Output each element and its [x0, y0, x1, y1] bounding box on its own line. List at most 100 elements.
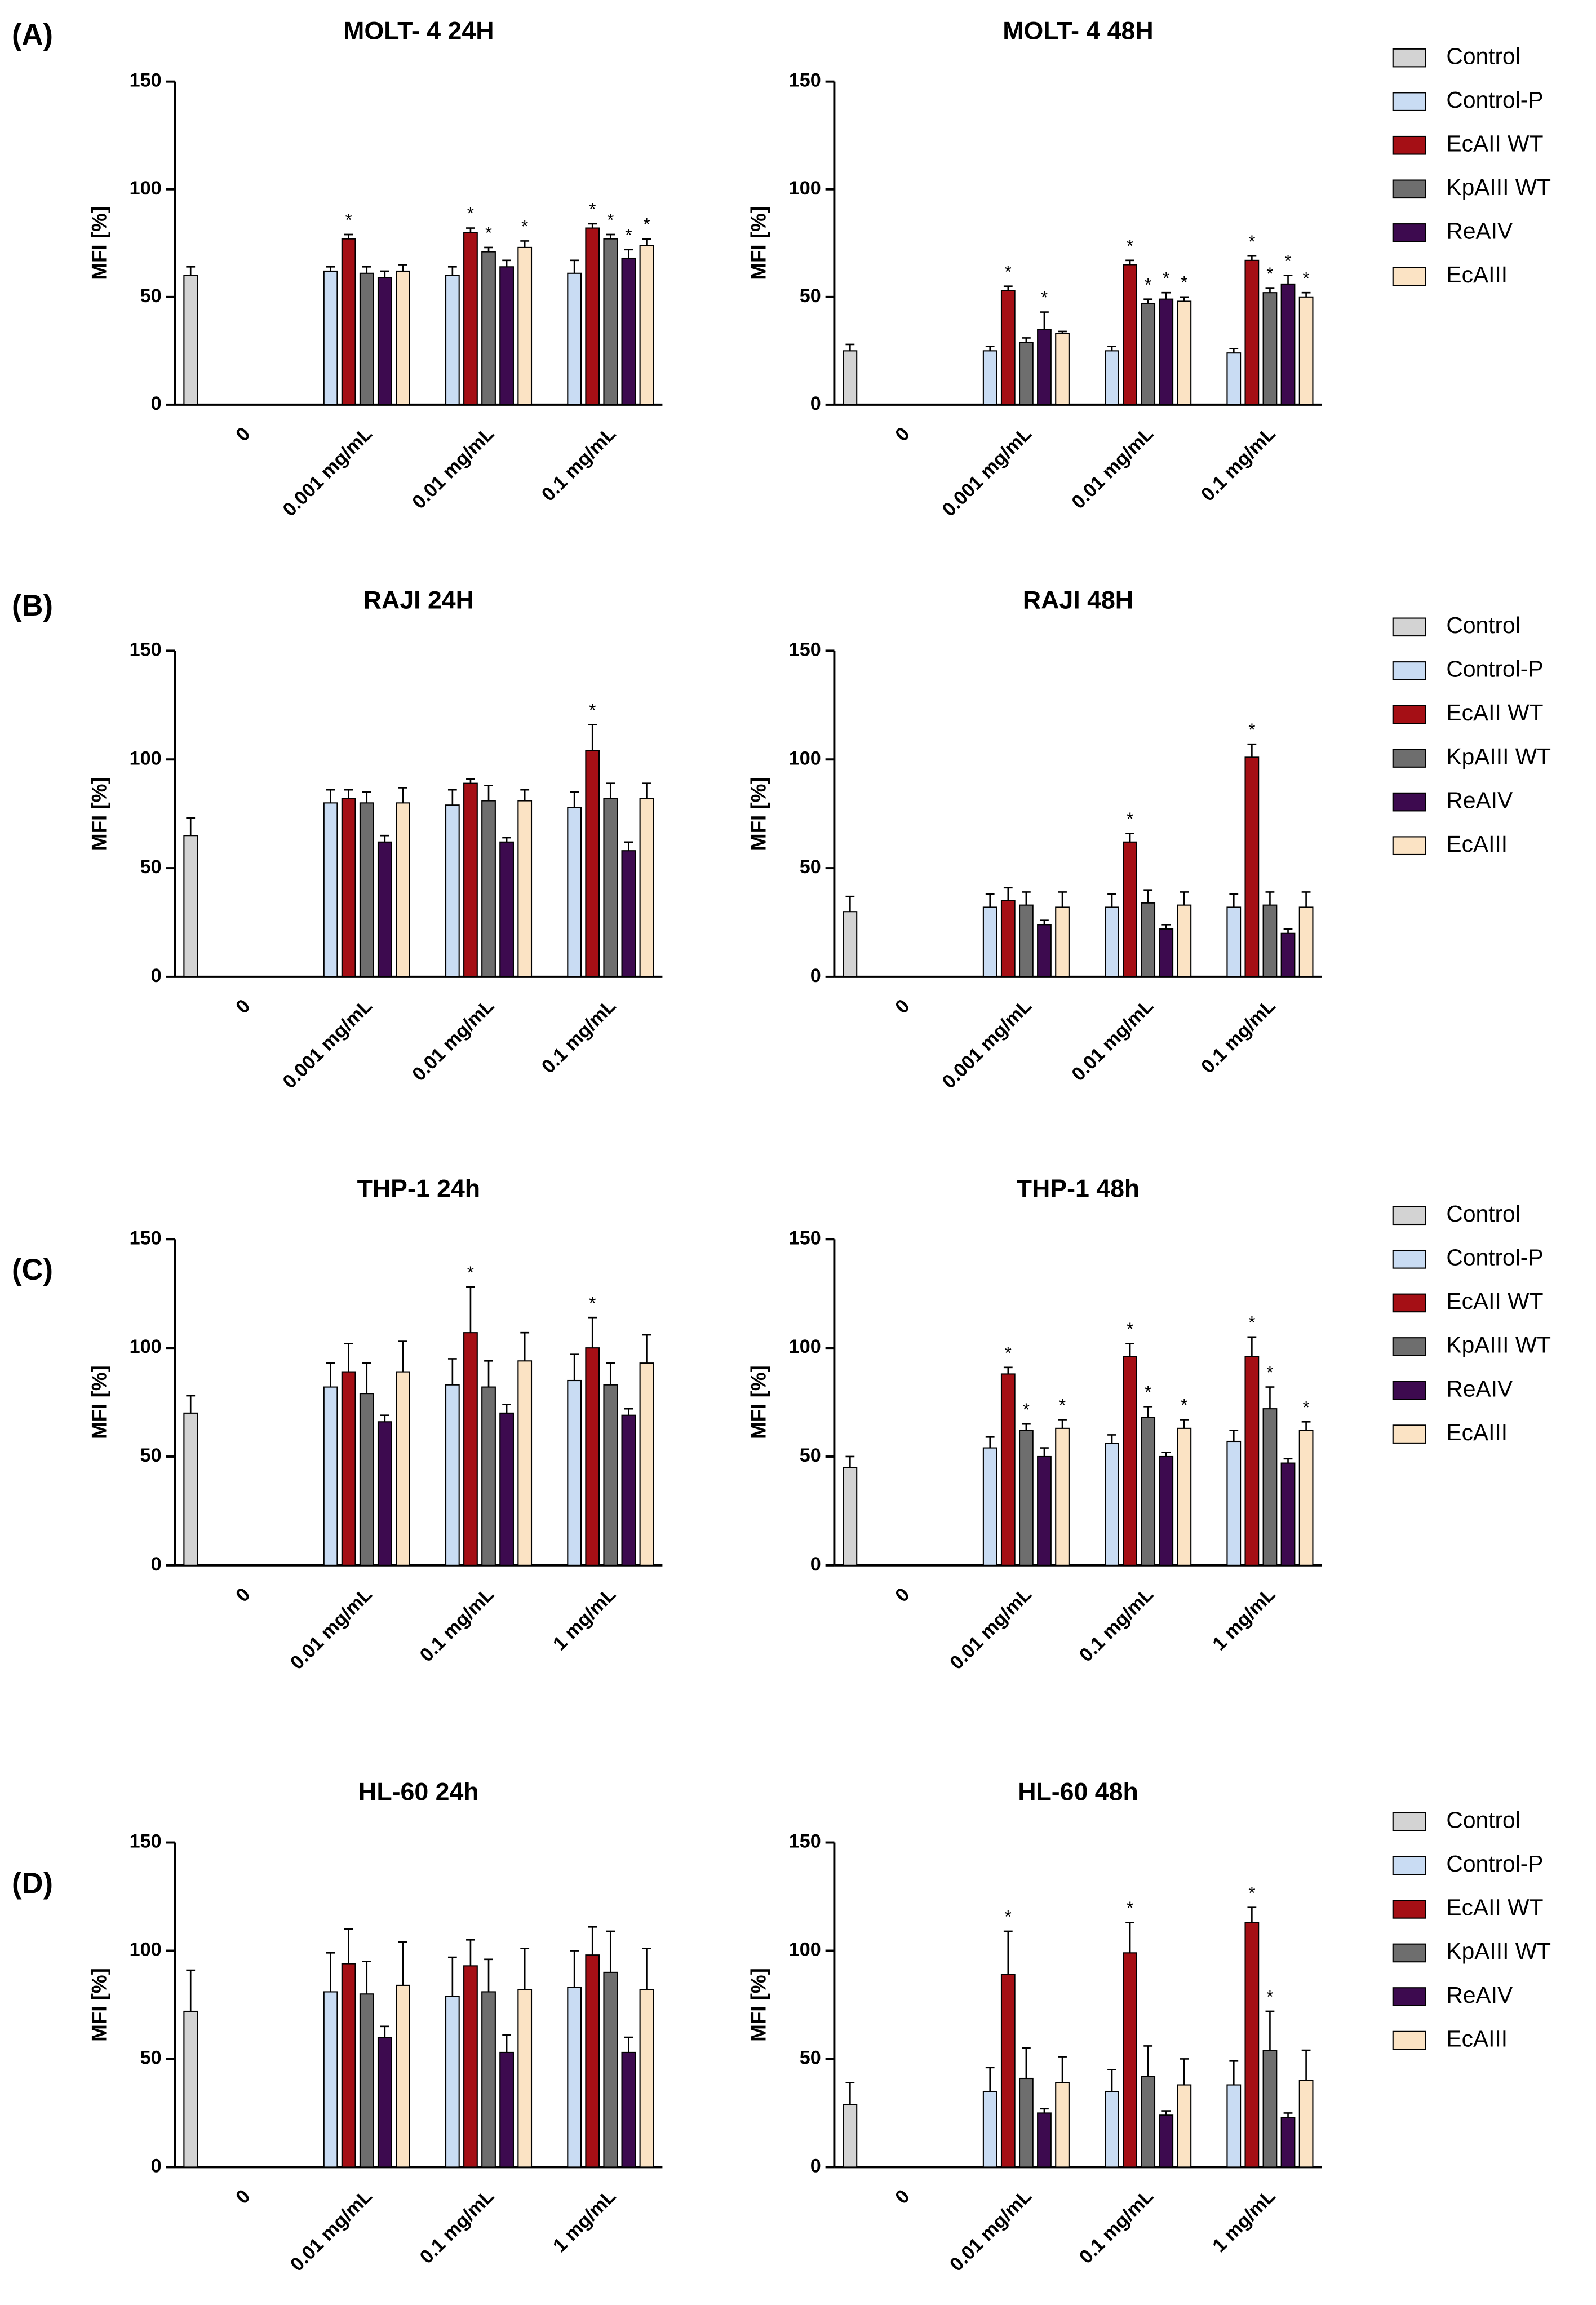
error-bar — [642, 1334, 651, 1364]
error-bar — [186, 1395, 196, 1413]
x-tick-label: 0.1 mg/mL — [1075, 2185, 1158, 2268]
legend-swatch — [1392, 1249, 1426, 1269]
y-axis-label: MFI [%] — [88, 206, 111, 280]
error-bar — [606, 1362, 615, 1385]
significance-mark: * — [1005, 1906, 1012, 1927]
bar — [1226, 1440, 1242, 1566]
panel-label: (A) — [12, 19, 53, 52]
significance-mark: * — [1163, 268, 1169, 288]
significance-mark: * — [1248, 1882, 1255, 1903]
error-bar — [570, 791, 579, 808]
bar — [639, 245, 654, 405]
legend-swatch — [1392, 1337, 1426, 1356]
y-tick-label: 0 — [810, 393, 821, 414]
error-bar — [447, 266, 457, 276]
significance-mark: * — [1248, 231, 1255, 251]
y-tick-label: 150 — [789, 1831, 821, 1852]
x-tick-label: 0.01 mg/mL — [408, 995, 498, 1085]
bar — [1280, 932, 1296, 977]
bar — [1141, 303, 1156, 405]
error-bar — [845, 895, 855, 912]
error-bar — [1265, 1386, 1275, 1409]
error-bar — [845, 343, 855, 351]
error-bar — [484, 1958, 493, 1992]
error-bar — [398, 1941, 407, 1985]
bar — [517, 246, 533, 405]
y-tick-label: 50 — [800, 856, 821, 878]
chart-title: HL-60 48h — [1018, 1778, 1138, 1806]
error-bar — [624, 249, 633, 259]
error-bar — [502, 837, 511, 842]
error-bar — [344, 233, 353, 239]
bar — [445, 1384, 460, 1566]
legend-swatch — [1392, 1381, 1426, 1400]
x-tick-label: 0.1 mg/mL — [1197, 423, 1279, 505]
error-bar — [1265, 2010, 1275, 2051]
bar — [1298, 2080, 1314, 2168]
bar — [1159, 1455, 1174, 1566]
significance-mark: * — [1181, 272, 1187, 292]
significance-mark: * — [1302, 268, 1309, 288]
error-bar — [985, 1436, 995, 1448]
x-tick-label: 0.001 mg/mL — [938, 995, 1036, 1092]
panel-label: (C) — [12, 1253, 53, 1286]
bar — [1018, 904, 1034, 977]
legend-swatch — [1392, 1812, 1426, 1831]
error-bar — [186, 266, 196, 276]
error-bar — [1161, 1451, 1171, 1457]
y-tick-label: 150 — [130, 70, 162, 91]
bar — [603, 1384, 618, 1566]
bar — [603, 238, 618, 405]
significance-mark: * — [643, 214, 650, 234]
error-bar — [1229, 2060, 1239, 2085]
bar — [1298, 906, 1314, 977]
error-bar — [502, 1404, 511, 1413]
bar — [396, 1371, 410, 1566]
error-bar — [447, 1358, 457, 1385]
bar — [1105, 350, 1119, 405]
error-bar — [1107, 893, 1116, 908]
error-bar — [502, 259, 511, 267]
bar — [1226, 906, 1242, 977]
bar — [377, 277, 392, 405]
bar — [396, 802, 410, 977]
error-bar — [1040, 919, 1049, 925]
significance-mark: * — [1145, 274, 1151, 294]
significance-mark: * — [607, 210, 614, 230]
error-bar — [570, 259, 579, 273]
bar — [341, 1963, 356, 2168]
y-tick-label: 0 — [151, 2155, 162, 2176]
error-bar — [1301, 2049, 1311, 2081]
significance-mark: * — [485, 223, 492, 243]
chart-title: THP-1 48h — [1017, 1175, 1140, 1202]
significance-mark: * — [345, 210, 352, 230]
error-bar — [1265, 287, 1275, 293]
bar — [341, 1371, 356, 1566]
bar — [359, 1993, 374, 2168]
y-tick-label: 0 — [151, 393, 162, 414]
error-bar — [520, 789, 530, 801]
error-bar — [447, 789, 457, 806]
legend-swatch — [1392, 267, 1426, 286]
legend-label: Control-P — [1446, 1245, 1543, 1271]
bar — [1018, 342, 1034, 405]
bar — [1037, 924, 1052, 977]
bar — [1280, 283, 1296, 405]
error-bar — [1143, 298, 1153, 304]
legend-label: Control-P — [1446, 87, 1543, 113]
significance-mark: * — [589, 700, 596, 720]
x-tick-label: 0.1 mg/mL — [416, 2185, 498, 2268]
error-bar — [1283, 2112, 1293, 2118]
legend-label: ReAIV — [1446, 787, 1513, 813]
bar — [445, 275, 460, 405]
error-bar — [186, 1969, 196, 2011]
legend-swatch — [1392, 135, 1426, 155]
error-bar — [1021, 1423, 1031, 1431]
x-tick-label: 0 — [232, 1583, 254, 1606]
bar — [1000, 900, 1016, 977]
y-axis-label: MFI [%] — [747, 1365, 770, 1439]
significance-mark: * — [1127, 1897, 1133, 1918]
significance-mark: * — [1181, 1395, 1187, 1415]
bar — [567, 272, 582, 405]
bar — [1105, 1443, 1119, 1566]
